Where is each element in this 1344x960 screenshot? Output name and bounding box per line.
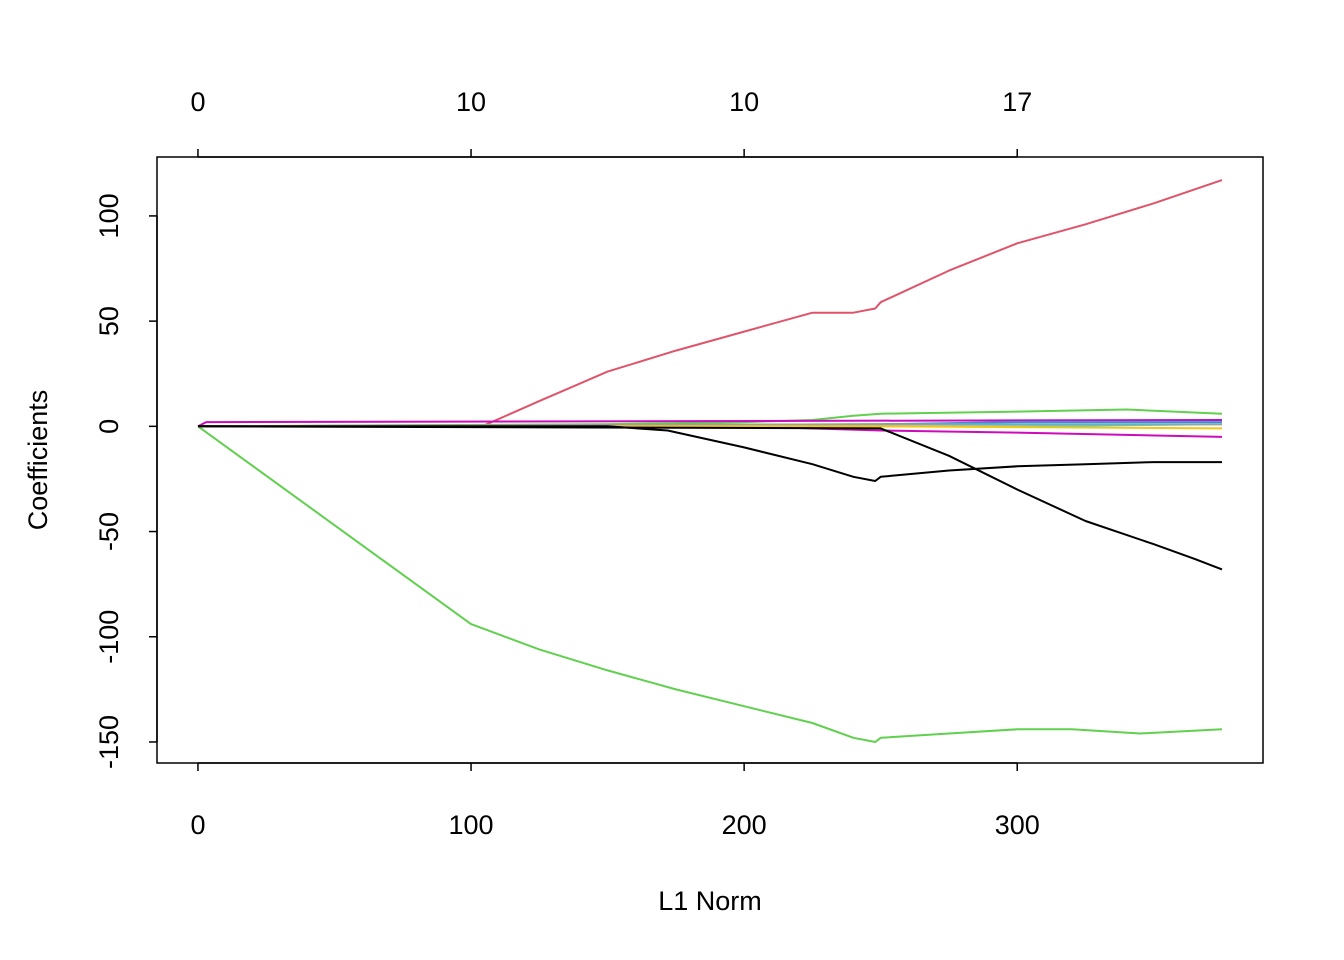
series-line-1 bbox=[198, 179, 1223, 428]
top-tick-label-0: 0 bbox=[190, 87, 205, 117]
x-axis-title: L1 Norm bbox=[658, 886, 762, 916]
top-tick-label-2: 10 bbox=[729, 87, 759, 117]
series-line-3 bbox=[197, 408, 1223, 428]
series-lines-group bbox=[197, 179, 1223, 743]
x-tick-label-2: 200 bbox=[722, 810, 767, 840]
top-axis: 0 10 10 17 bbox=[190, 87, 1032, 158]
series-line-10 bbox=[198, 425, 1222, 482]
left-axis: 100 50 0 -50 -100 -150 bbox=[94, 193, 158, 769]
x-tick-label-3: 300 bbox=[995, 810, 1040, 840]
y-tick-label-0: 100 bbox=[94, 193, 124, 238]
top-tick-label-3: 17 bbox=[1002, 87, 1032, 117]
y-tick-label-5: -150 bbox=[94, 715, 124, 769]
y-tick-label-3: -50 bbox=[94, 512, 124, 551]
y-tick-label-4: -100 bbox=[94, 610, 124, 664]
series-line-11 bbox=[197, 425, 1223, 571]
y-tick-label-2: 0 bbox=[94, 419, 124, 434]
bottom-axis: 0 100 200 300 bbox=[190, 762, 1040, 840]
plot-box bbox=[156, 156, 1264, 764]
x-tick-label-0: 0 bbox=[190, 810, 205, 840]
series-line-4 bbox=[197, 419, 1223, 428]
y-tick-label-1: 50 bbox=[94, 306, 124, 336]
y-axis-title: Coefficients bbox=[23, 390, 53, 531]
series-line-2 bbox=[197, 425, 1223, 743]
x-tick-label-1: 100 bbox=[449, 810, 494, 840]
top-tick-label-1: 10 bbox=[456, 87, 486, 117]
